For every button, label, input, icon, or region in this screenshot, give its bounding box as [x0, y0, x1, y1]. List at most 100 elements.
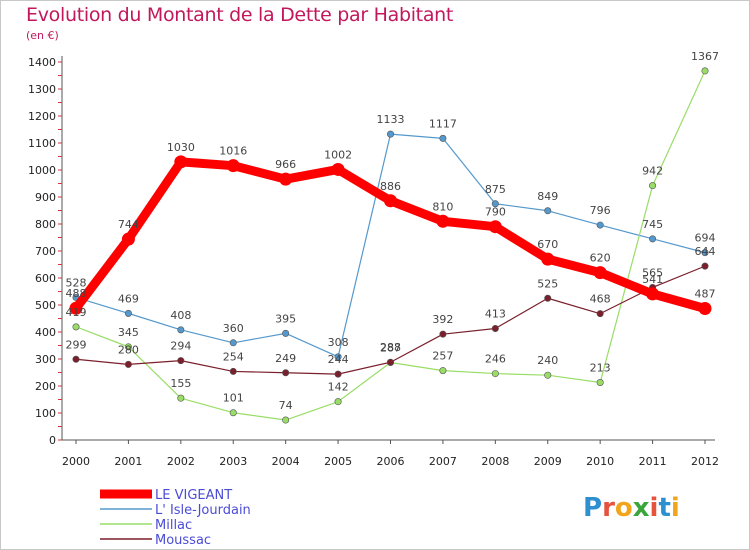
data-label: 966	[275, 158, 296, 171]
y-tick-label: 500	[35, 299, 56, 312]
data-label: 1367	[691, 50, 719, 63]
data-point	[177, 394, 185, 402]
y-tick-label: 100	[35, 407, 56, 420]
data-point	[596, 378, 604, 386]
data-label: 745	[642, 218, 663, 231]
data-point	[544, 294, 552, 302]
data-point	[72, 355, 80, 363]
data-point	[386, 130, 394, 138]
brand-logo: Proxiti	[583, 493, 680, 523]
data-label: 280	[118, 343, 139, 356]
y-tick-label: 1000	[28, 164, 56, 177]
data-label: 308	[328, 336, 349, 349]
data-label: 790	[485, 206, 506, 219]
data-label: 849	[537, 190, 558, 203]
data-point	[72, 323, 80, 331]
data-label: 541	[642, 273, 663, 286]
data-label: 244	[328, 353, 349, 366]
y-tick-label: 400	[35, 326, 56, 339]
data-label: 395	[275, 312, 296, 325]
data-point	[439, 134, 447, 142]
data-point	[229, 367, 237, 375]
x-tick-label: 2012	[691, 455, 719, 468]
data-point	[701, 262, 709, 270]
data-point	[282, 369, 290, 377]
x-tick-label: 2007	[429, 455, 457, 468]
data-point	[701, 67, 709, 75]
data-point	[439, 367, 447, 375]
chart-title: Evolution du Montant de la Dette par Hab…	[26, 4, 454, 26]
data-point	[226, 159, 240, 173]
y-tick-label: 900	[35, 191, 56, 204]
data-point	[491, 200, 499, 208]
data-point	[698, 302, 712, 316]
data-label: 875	[485, 183, 506, 196]
series-line-1	[75, 133, 706, 358]
legend-label: Moussac	[155, 533, 211, 548]
y-tick-label: 800	[35, 218, 56, 231]
data-label: 468	[590, 293, 611, 306]
data-point	[177, 326, 185, 334]
y-tick-label: 1400	[28, 56, 56, 69]
x-tick-label: 2008	[481, 455, 509, 468]
data-label: 644	[695, 245, 716, 258]
chart-unit-label: (en €)	[26, 29, 59, 42]
data-label: 525	[537, 277, 558, 290]
data-label: 155	[170, 377, 191, 390]
data-point	[646, 287, 660, 301]
y-tick-label: 1300	[28, 83, 56, 96]
data-label: 694	[695, 232, 716, 245]
data-label: 74	[279, 399, 293, 412]
data-label: 142	[328, 381, 349, 394]
x-tick-label: 2011	[639, 455, 667, 468]
data-label: 213	[590, 361, 611, 374]
data-point	[174, 155, 188, 169]
data-point	[282, 329, 290, 337]
data-point	[229, 339, 237, 347]
data-label: 288	[380, 341, 401, 354]
data-point	[334, 398, 342, 406]
data-label: 1117	[429, 117, 457, 130]
data-label: 294	[170, 340, 191, 353]
data-label: 360	[223, 322, 244, 335]
data-point	[596, 310, 604, 318]
data-point	[436, 214, 450, 228]
y-tick-label: 200	[35, 380, 56, 393]
data-label: 287	[380, 342, 401, 355]
data-point	[124, 343, 132, 351]
data-label: 1016	[219, 145, 247, 158]
data-label: 408	[170, 309, 191, 322]
data-label: 240	[537, 354, 558, 367]
data-point	[334, 370, 342, 378]
x-tick-label: 2003	[219, 455, 247, 468]
legend-label: L' Isle-Jourdain	[155, 503, 251, 518]
x-tick-label: 2010	[586, 455, 614, 468]
y-tick-label: 700	[35, 245, 56, 258]
data-point	[544, 371, 552, 379]
data-point	[331, 162, 345, 176]
data-point	[279, 172, 293, 186]
data-point	[544, 207, 552, 215]
data-label: 392	[432, 313, 453, 326]
legend-label: LE VIGEANT	[155, 488, 232, 503]
data-point	[124, 360, 132, 368]
data-point	[384, 194, 397, 208]
data-label: 419	[66, 306, 87, 319]
data-label: 565	[642, 266, 663, 279]
data-label: 246	[485, 353, 506, 366]
data-label: 744	[118, 218, 139, 231]
data-point	[386, 358, 394, 366]
data-label: 101	[223, 392, 244, 405]
data-label: 796	[590, 204, 611, 217]
data-point	[121, 232, 135, 246]
data-label: 413	[485, 307, 506, 320]
data-label: 254	[223, 350, 244, 363]
x-tick-label: 2004	[272, 455, 300, 468]
data-label: 810	[432, 200, 453, 213]
data-label: 469	[118, 292, 139, 305]
data-point	[69, 301, 83, 315]
data-point	[593, 266, 607, 280]
data-label: 886	[380, 180, 401, 193]
